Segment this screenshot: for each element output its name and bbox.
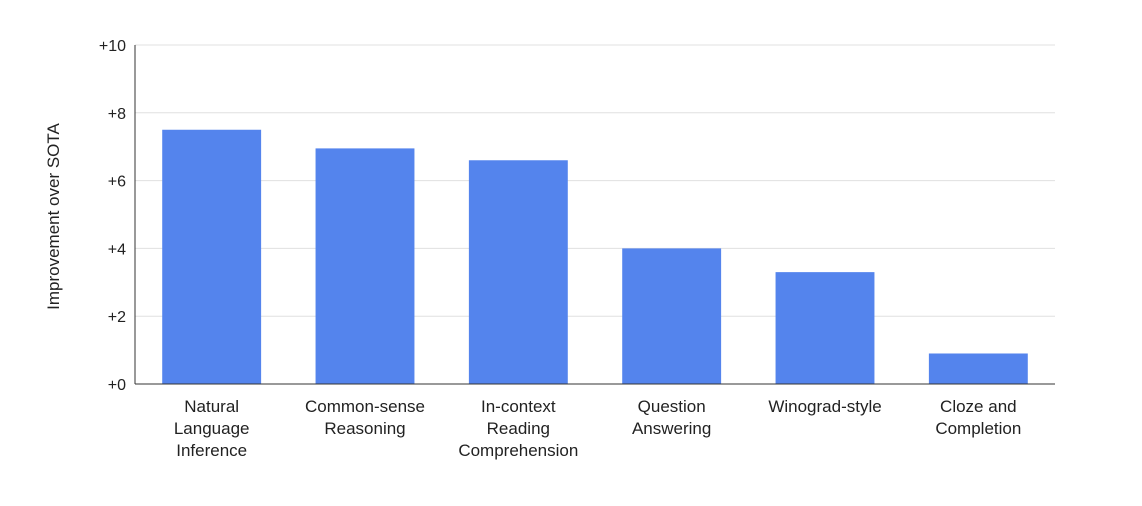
x-category-label-line: Completion (935, 419, 1021, 438)
x-category-label: In-context Reading Comprehension (458, 397, 578, 460)
bar (622, 248, 722, 384)
x-category-label: Cloze and Completion (935, 397, 1021, 438)
y-axis-ticks: +0 +2 +4 +6 +8 +10 (99, 38, 126, 394)
x-category-label-line: Winograd-style (768, 397, 881, 416)
x-category-label-line: Comprehension (458, 441, 578, 460)
x-category-label-line: In-context (481, 397, 556, 416)
x-category-label-line: Natural (184, 397, 239, 416)
x-category-label-line: Reading (487, 419, 550, 438)
bar (468, 160, 568, 384)
y-tick-label: +4 (108, 241, 126, 258)
bar (162, 129, 262, 384)
x-category-label-line: Common-sense (305, 397, 425, 416)
y-tick-label: +0 (108, 377, 126, 394)
x-category-label: Natural Language Inference (174, 397, 250, 460)
bars (162, 129, 1028, 384)
x-category-label-line: Language (174, 419, 250, 438)
y-tick-label: +2 (108, 309, 126, 326)
x-category-label-line: Cloze and (940, 397, 1017, 416)
y-tick-label: +10 (99, 38, 126, 55)
x-category-label-line: Answering (632, 419, 711, 438)
x-axis-categories: Natural Language Inference Common-sense Reas… (174, 397, 1021, 460)
x-category-label-line: Question (638, 397, 706, 416)
bar (315, 148, 415, 384)
x-category-label: Question Answering (632, 397, 711, 438)
x-category-label-line: Inference (176, 441, 247, 460)
bar (775, 272, 875, 384)
y-tick-label: +6 (108, 174, 126, 191)
x-category-label: Common-sense Reasoning (305, 397, 425, 438)
x-category-label-line: Reasoning (324, 419, 405, 438)
gridlines (135, 44, 1055, 317)
y-tick-label: +8 (108, 106, 126, 123)
y-axis-title: Improvement over SOTA (44, 122, 63, 309)
x-category-label: Winograd-style (768, 397, 881, 416)
bar (928, 353, 1028, 384)
